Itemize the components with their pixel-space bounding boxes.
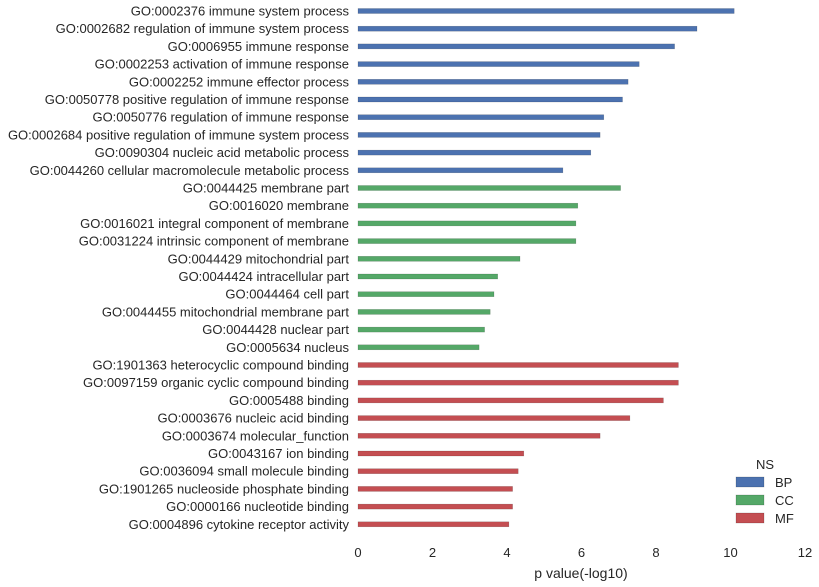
category-label: GO:0036094 small molecule binding <box>139 464 349 479</box>
category-label: GO:0002253 activation of immune response <box>95 57 349 72</box>
bar <box>357 397 664 404</box>
bar <box>357 256 521 262</box>
category-label: GO:0002252 immune effector process <box>129 74 350 89</box>
legend-swatch <box>735 476 765 488</box>
bar <box>357 114 605 120</box>
category-label: GO:0050776 regulation of immune response <box>92 110 349 125</box>
x-tick-label: 8 <box>652 545 659 560</box>
bar <box>357 433 601 439</box>
bar <box>357 185 621 191</box>
x-tick-label: 0 <box>354 545 361 560</box>
bar <box>357 61 640 67</box>
bar <box>357 43 675 50</box>
bar <box>357 326 485 333</box>
x-tick-label: 12 <box>798 545 812 560</box>
category-label: GO:0002376 immune system process <box>131 4 350 19</box>
category-label: GO:0090304 nucleic acid metabolic proces… <box>95 145 350 160</box>
legend: NS BP CC MF <box>735 457 794 526</box>
bar <box>357 202 579 209</box>
bar <box>357 238 577 244</box>
category-label: GO:0031224 intrinsic component of membra… <box>79 234 349 249</box>
bar <box>357 79 629 85</box>
category-label: GO:0044464 cell part <box>225 287 349 302</box>
category-label: GO:0002684 positive regulation of immune… <box>8 127 350 142</box>
legend-swatch <box>735 512 765 524</box>
legend-swatch <box>735 494 765 506</box>
bar <box>357 8 735 14</box>
category-label: GO:0005488 binding <box>229 393 349 408</box>
category-label: GO:1901265 nucleoside phosphate binding <box>99 481 349 496</box>
bar <box>357 468 519 474</box>
bar <box>357 415 631 421</box>
category-label: GO:0044455 mitochondrial membrane part <box>102 304 350 319</box>
category-label: GO:0016021 integral component of membran… <box>80 216 349 231</box>
category-label: GO:0044260 cellular macromolecule metabo… <box>30 163 350 178</box>
bar <box>357 486 513 492</box>
category-label: GO:0000166 nucleotide binding <box>166 499 349 514</box>
category-label: GO:0003676 nucleic acid binding <box>157 411 349 426</box>
legend-title: NS <box>756 457 774 472</box>
category-label: GO:0005634 nucleus <box>226 340 349 355</box>
bar <box>357 25 698 32</box>
bar <box>357 273 498 280</box>
bar <box>357 521 510 528</box>
bar <box>357 503 513 510</box>
category-label: GO:0097159 organic cyclic compound bindi… <box>83 375 349 390</box>
category-label: GO:0002682 regulation of immune system p… <box>56 21 350 36</box>
x-tick-label: 2 <box>429 545 436 560</box>
category-label: GO:0044428 nuclear part <box>202 322 349 337</box>
bar <box>357 96 623 103</box>
bar <box>357 167 564 174</box>
bar <box>357 362 679 368</box>
legend-label: BP <box>775 475 792 490</box>
category-label: GO:0043167 ion binding <box>208 446 349 461</box>
x-tick-label: 6 <box>578 545 585 560</box>
legend-entries: BP CC MF <box>735 475 794 526</box>
bar <box>357 132 601 138</box>
bar <box>357 149 592 156</box>
category-label: GO:0044429 mitochondrial part <box>168 251 350 266</box>
category-label: GO:0004896 cytokine receptor activity <box>129 517 350 532</box>
category-label: GO:0003674 molecular_function <box>162 428 349 443</box>
category-label: GO:0044424 intracellular part <box>178 269 349 284</box>
bars-layer <box>357 8 735 528</box>
category-labels: GO:0002376 immune system process GO:00026… <box>8 4 350 532</box>
x-axis-label: p value(-log10) <box>534 565 627 581</box>
bar <box>357 220 577 227</box>
bar <box>357 379 679 386</box>
category-label: GO:0016020 membrane <box>209 198 349 213</box>
category-label: GO:0050778 positive regulation of immune… <box>45 92 349 107</box>
bar <box>357 309 491 315</box>
legend-label: CC <box>775 493 794 508</box>
x-tick-label: 10 <box>723 545 737 560</box>
bar <box>357 344 480 351</box>
x-tick-label: 4 <box>503 545 510 560</box>
category-label: GO:0044425 membrane part <box>183 181 350 196</box>
category-label: GO:1901363 heterocyclic compound binding <box>92 358 349 373</box>
x-axis-ticks: 0 2 4 6 8 10 12 <box>354 545 812 560</box>
category-label: GO:0006955 immune response <box>168 39 349 54</box>
legend-label: MF <box>775 511 794 526</box>
bar <box>357 291 495 297</box>
bar <box>357 450 525 457</box>
